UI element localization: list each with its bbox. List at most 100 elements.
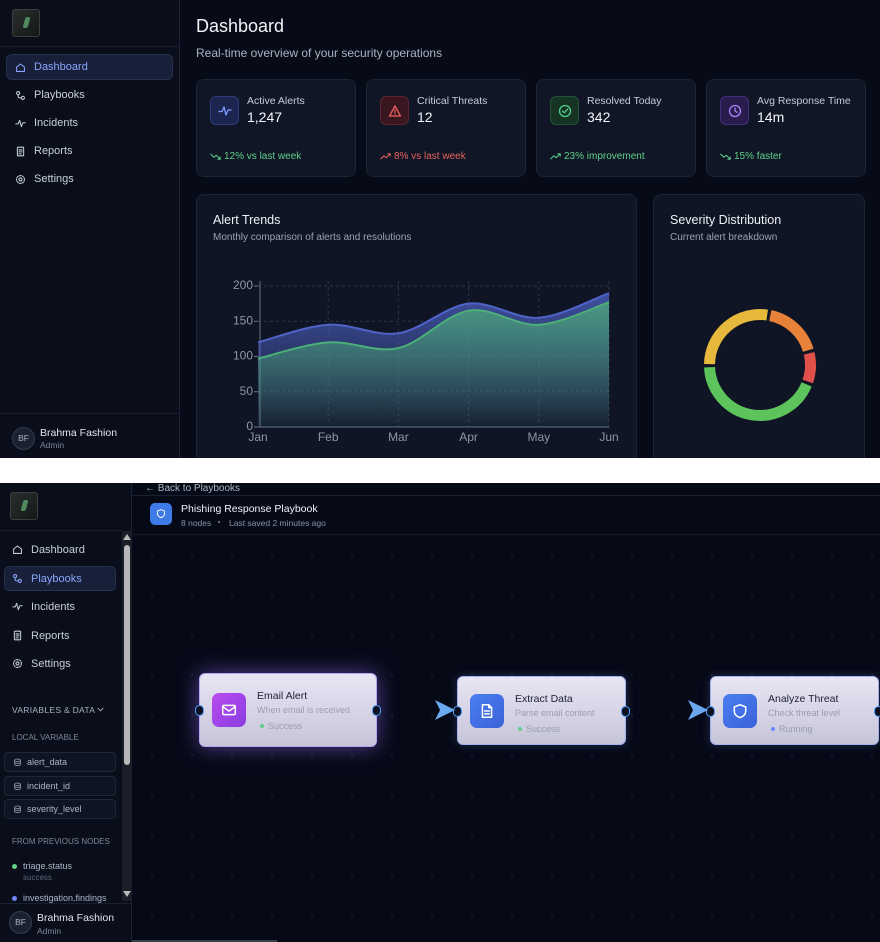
nav-label[interactable]: Dashboard [34, 61, 88, 73]
icon-part [550, 153, 561, 160]
status-dot [12, 864, 17, 869]
workflow-node[interactable]: Email Alert When email is received Success [195, 673, 381, 747]
nav-item[interactable]: Settings [6, 166, 173, 192]
user-name: Brahma Fashion [37, 912, 115, 924]
nav-label[interactable]: Incidents [34, 117, 79, 129]
node-title: Extract Data [515, 693, 573, 705]
node-status-dot [518, 727, 522, 731]
node-status: Running [779, 724, 813, 734]
nav-label[interactable]: Incidents [31, 601, 76, 613]
icon-part [156, 509, 166, 519]
variable-name[interactable]: incident_id [27, 780, 71, 791]
avatar: BF [12, 427, 35, 450]
card-title: Alert Trends [213, 213, 281, 227]
previous-name: investigation.findings [23, 893, 107, 903]
icon-part [18, 177, 23, 182]
icon-part [481, 703, 493, 718]
stat-icon-glyph [388, 105, 402, 117]
icon-part [18, 149, 23, 155]
node-icon [723, 693, 757, 728]
nav-item[interactable]: Playbooks [6, 82, 173, 108]
nav-label[interactable]: Reports [34, 145, 73, 157]
stat-label: Critical Threats [417, 95, 488, 107]
section-title[interactable]: VARIABLES & DATA [12, 705, 96, 715]
nav-icon [13, 573, 22, 583]
node-title: Email Alert [257, 690, 308, 702]
nav-item[interactable]: Playbooks [4, 566, 116, 591]
nav-icon [16, 146, 25, 157]
stat-card: Resolved Today 342 23% improvement [536, 79, 696, 177]
icon-part [561, 108, 569, 114]
playbook-icon-glyph [156, 509, 166, 519]
back-link[interactable]: ← Back to Playbooks [145, 483, 241, 494]
nav-item[interactable]: Reports [6, 138, 173, 164]
chart-card: Severity Distribution Current alert break… [653, 194, 865, 458]
icon-part [16, 63, 25, 72]
icon-part [15, 119, 26, 128]
icon-part [13, 659, 22, 668]
nav-label[interactable]: Dashboard [31, 544, 85, 556]
nav-icon [12, 602, 23, 611]
page-title: Dashboard [196, 16, 285, 36]
variable-name[interactable]: severity_level [27, 804, 82, 814]
canvas-scroll [132, 940, 277, 942]
variable-chip[interactable]: incident_id [4, 775, 116, 796]
workflow-node[interactable]: Extract Data Parse email content Success [453, 676, 630, 745]
icon-part [221, 704, 237, 716]
connector-arrow [435, 700, 455, 720]
icon-part [728, 104, 742, 118]
stat-value: 342 [587, 109, 611, 125]
icon-part [380, 153, 391, 160]
card-title: Severity Distribution [670, 213, 782, 227]
nav-item[interactable]: Dashboard [6, 54, 173, 80]
stat-icon [720, 96, 749, 125]
variable-name[interactable]: alert_data [27, 757, 68, 767]
subsection-title: LOCAL VARIABLE [12, 733, 79, 742]
node-status: Success [268, 721, 303, 731]
stat-value: 14m [757, 109, 785, 125]
nav-item[interactable]: Reports [4, 623, 116, 648]
playbook-title: Phishing Response Playbook [181, 503, 318, 515]
workflow-node[interactable]: Analyze Threat Check threat level Running [706, 676, 880, 745]
nav-item[interactable]: Incidents [6, 110, 173, 136]
page-subtitle: Real-time overview of your security oper… [196, 46, 443, 60]
icon-part [17, 94, 22, 99]
nav-item[interactable]: Settings [4, 651, 116, 676]
icon-part [16, 146, 25, 157]
trend-icon [550, 153, 561, 160]
nav-label[interactable]: Playbooks [34, 89, 85, 101]
stat-change: 15% faster [734, 151, 782, 162]
nav-label[interactable]: Settings [34, 173, 74, 185]
variable-chip[interactable]: alert_data [4, 752, 116, 772]
nav-icon [16, 175, 25, 184]
node-description: Parse email content [515, 708, 595, 718]
stat-icon [380, 96, 409, 125]
status-dot [12, 896, 17, 901]
subsection-title: FROM PREVIOUS NODES [12, 837, 110, 846]
nav-icon [13, 545, 22, 554]
sidebar: Dashboard Playbooks Incidents Reports Settin… [0, 0, 180, 458]
node-description: When email is received [257, 705, 351, 715]
variable-icon [14, 758, 21, 767]
divider [0, 46, 179, 47]
logo-mark [20, 500, 29, 511]
divider [0, 530, 122, 531]
nav-label[interactable]: Playbooks [31, 572, 82, 585]
input-port [453, 705, 462, 717]
node-description: Check threat level [768, 708, 841, 718]
nav-label[interactable]: Settings [31, 658, 71, 670]
stat-change: 8% vs last week [394, 151, 466, 162]
node-status-dot [260, 724, 264, 728]
logo [12, 9, 40, 37]
node-status-dot [771, 727, 775, 731]
nav-icon [13, 659, 22, 668]
output-port [621, 705, 630, 717]
nav-label[interactable]: Reports [31, 629, 70, 642]
nav-item[interactable]: Incidents [4, 594, 116, 619]
node-icon-glyph [481, 703, 493, 718]
variable-chip[interactable]: severity_level [4, 799, 116, 819]
nav-item[interactable]: Dashboard [4, 537, 116, 562]
divider [0, 413, 179, 414]
scroll-arrow-down [123, 891, 131, 897]
playbook-icon [150, 503, 172, 525]
